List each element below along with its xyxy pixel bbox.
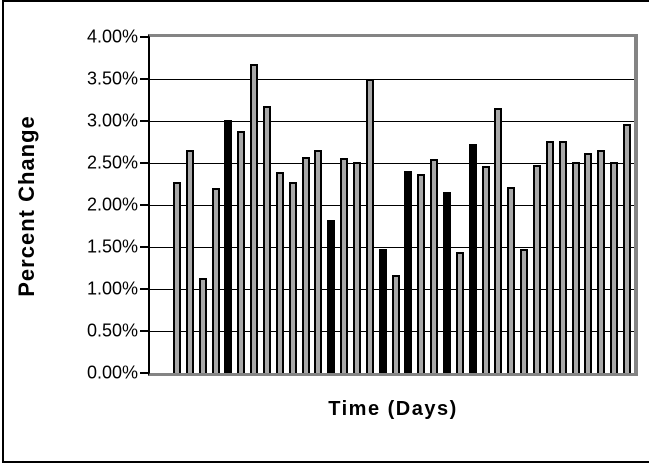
- bar-day-12: [314, 150, 322, 373]
- y-axis-tick: [140, 78, 149, 80]
- bar-day-21: [430, 159, 438, 373]
- bar-day-10: [289, 182, 297, 373]
- bar-day-19: [404, 171, 412, 373]
- y-axis-tick-label: 1.50%: [86, 236, 138, 257]
- gridline: [150, 163, 634, 164]
- y-axis-title: Percent Change: [14, 115, 39, 297]
- bar-day-2: [186, 150, 194, 373]
- bar-day-29: [533, 165, 541, 373]
- y-axis-tick-label: 1.00%: [86, 278, 138, 299]
- plot-area: [148, 34, 638, 376]
- bar-day-7: [250, 64, 258, 373]
- gridline: [150, 247, 634, 248]
- y-axis-tick-label: 0.50%: [86, 320, 138, 341]
- bar-day-34: [597, 150, 605, 373]
- y-axis-tick: [140, 204, 149, 206]
- y-axis-tick-label: 2.00%: [86, 194, 138, 215]
- x-axis-title: Time (Days): [328, 398, 458, 420]
- bar-day-1: [173, 182, 181, 373]
- bar-day-3: [199, 278, 207, 373]
- y-axis-tick: [140, 246, 149, 248]
- bar-day-20: [417, 174, 425, 373]
- bar-day-36: [623, 124, 631, 373]
- bar-day-4: [212, 188, 220, 373]
- bar-day-15: [353, 162, 361, 373]
- y-axis-tick-label: 0.00%: [86, 362, 138, 383]
- y-axis-tick: [140, 120, 149, 122]
- bar-day-33: [584, 153, 592, 373]
- bar-day-32: [572, 162, 580, 373]
- y-axis-tick: [140, 288, 149, 290]
- bar-day-14: [340, 158, 348, 373]
- gridline: [150, 121, 634, 122]
- bar-day-31: [559, 141, 567, 373]
- bar-day-26: [494, 108, 502, 373]
- bar-day-9: [276, 172, 284, 373]
- y-axis-tick-label: 4.00%: [86, 26, 138, 47]
- bar-day-8: [263, 106, 271, 373]
- bar-day-13: [327, 220, 335, 373]
- bar-day-5: [224, 120, 232, 373]
- gridline: [150, 79, 634, 80]
- bar-day-18: [392, 275, 400, 373]
- bar-day-25: [482, 166, 490, 373]
- bar-day-22: [443, 192, 451, 373]
- bar-day-23: [456, 252, 464, 373]
- gridline: [150, 205, 634, 206]
- bar-day-11: [302, 157, 310, 373]
- y-axis-tick: [140, 162, 149, 164]
- bar-day-28: [520, 249, 528, 373]
- y-axis-tick-label: 3.50%: [86, 68, 138, 89]
- y-axis-tick: [140, 330, 149, 332]
- bar-day-17: [379, 249, 387, 373]
- bar-day-35: [610, 162, 618, 373]
- y-axis-tick-label: 3.00%: [86, 110, 138, 131]
- bar-day-16: [366, 79, 374, 373]
- bar-day-6: [237, 131, 245, 373]
- bar-day-30: [546, 141, 554, 373]
- bar-day-24: [469, 144, 477, 373]
- bar-day-27: [507, 187, 515, 373]
- y-axis-tick: [140, 36, 149, 38]
- y-axis-tick-label: 2.50%: [86, 152, 138, 173]
- y-axis-tick: [140, 372, 149, 374]
